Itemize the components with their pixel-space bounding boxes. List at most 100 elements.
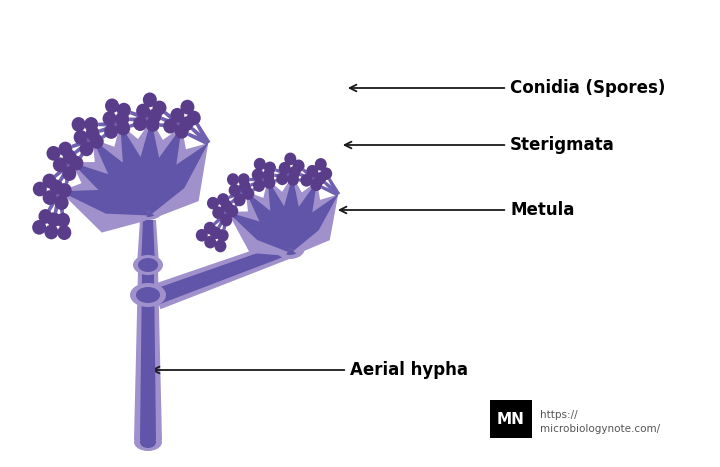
Ellipse shape xyxy=(58,183,72,198)
Ellipse shape xyxy=(215,240,226,252)
Text: Conidia (Spores): Conidia (Spores) xyxy=(350,79,665,97)
Polygon shape xyxy=(267,176,315,248)
Text: Sterigmata: Sterigmata xyxy=(345,136,615,154)
Polygon shape xyxy=(160,123,182,129)
Polygon shape xyxy=(286,181,317,250)
Polygon shape xyxy=(143,127,181,212)
Polygon shape xyxy=(72,162,154,219)
Ellipse shape xyxy=(104,124,118,139)
Ellipse shape xyxy=(45,225,58,239)
Polygon shape xyxy=(48,190,62,211)
Ellipse shape xyxy=(264,162,276,174)
Ellipse shape xyxy=(33,182,47,197)
Ellipse shape xyxy=(134,433,162,451)
Ellipse shape xyxy=(226,205,238,218)
Polygon shape xyxy=(324,181,340,196)
Ellipse shape xyxy=(221,200,233,212)
Polygon shape xyxy=(65,162,74,184)
Ellipse shape xyxy=(117,103,131,118)
Polygon shape xyxy=(234,190,248,207)
Text: Aerial hypha: Aerial hypha xyxy=(153,361,468,379)
Ellipse shape xyxy=(212,206,224,219)
Ellipse shape xyxy=(229,184,240,197)
Polygon shape xyxy=(252,178,269,191)
Ellipse shape xyxy=(315,172,326,185)
Polygon shape xyxy=(98,122,120,127)
Ellipse shape xyxy=(84,117,98,132)
Polygon shape xyxy=(74,137,94,154)
Polygon shape xyxy=(302,169,318,183)
Polygon shape xyxy=(137,220,159,265)
Ellipse shape xyxy=(238,173,250,186)
Polygon shape xyxy=(268,179,294,249)
Ellipse shape xyxy=(105,99,119,113)
Polygon shape xyxy=(134,127,192,214)
Ellipse shape xyxy=(71,117,86,132)
Ellipse shape xyxy=(133,255,163,275)
Polygon shape xyxy=(213,210,229,225)
Polygon shape xyxy=(222,212,230,230)
Ellipse shape xyxy=(196,229,208,241)
Ellipse shape xyxy=(136,287,160,303)
Polygon shape xyxy=(105,124,166,213)
Ellipse shape xyxy=(133,200,163,220)
Ellipse shape xyxy=(47,212,61,227)
Polygon shape xyxy=(283,194,338,254)
Polygon shape xyxy=(230,190,247,204)
Polygon shape xyxy=(129,118,151,122)
Ellipse shape xyxy=(42,174,56,188)
Polygon shape xyxy=(246,191,294,251)
Ellipse shape xyxy=(276,172,288,185)
Ellipse shape xyxy=(53,157,67,172)
Text: MN: MN xyxy=(497,411,525,426)
Polygon shape xyxy=(299,178,317,184)
Ellipse shape xyxy=(210,226,222,239)
Ellipse shape xyxy=(243,187,254,200)
Ellipse shape xyxy=(220,214,233,226)
Polygon shape xyxy=(144,143,208,214)
Ellipse shape xyxy=(63,166,76,181)
Text: https://: https:// xyxy=(540,410,577,420)
Text: microbiologynote.com/: microbiologynote.com/ xyxy=(540,424,660,434)
Ellipse shape xyxy=(55,195,68,210)
Ellipse shape xyxy=(56,213,70,227)
Polygon shape xyxy=(217,211,230,228)
Polygon shape xyxy=(250,177,268,182)
Ellipse shape xyxy=(175,124,189,139)
Ellipse shape xyxy=(58,142,72,156)
Polygon shape xyxy=(60,170,150,233)
Ellipse shape xyxy=(86,126,99,141)
Ellipse shape xyxy=(227,173,239,186)
Ellipse shape xyxy=(138,258,158,272)
Ellipse shape xyxy=(186,111,201,125)
Ellipse shape xyxy=(315,158,327,170)
Polygon shape xyxy=(71,137,94,148)
Polygon shape xyxy=(99,122,121,133)
Ellipse shape xyxy=(163,119,177,134)
Ellipse shape xyxy=(254,158,266,170)
Polygon shape xyxy=(130,111,152,122)
Ellipse shape xyxy=(252,169,264,181)
Ellipse shape xyxy=(116,120,130,135)
Polygon shape xyxy=(118,120,181,211)
Ellipse shape xyxy=(47,146,60,161)
Ellipse shape xyxy=(217,229,229,242)
Ellipse shape xyxy=(280,241,300,255)
Ellipse shape xyxy=(153,100,166,115)
Ellipse shape xyxy=(217,193,229,206)
Text: Metula: Metula xyxy=(340,201,575,219)
Polygon shape xyxy=(328,178,340,196)
Polygon shape xyxy=(279,181,325,251)
Polygon shape xyxy=(274,174,292,178)
Polygon shape xyxy=(134,270,162,440)
Polygon shape xyxy=(196,123,210,144)
Ellipse shape xyxy=(233,194,246,206)
Ellipse shape xyxy=(181,100,194,114)
Polygon shape xyxy=(151,239,294,309)
Ellipse shape xyxy=(289,166,301,178)
Polygon shape xyxy=(287,194,338,251)
Ellipse shape xyxy=(204,236,216,248)
Polygon shape xyxy=(58,191,64,213)
Polygon shape xyxy=(246,191,297,254)
Polygon shape xyxy=(161,117,183,129)
